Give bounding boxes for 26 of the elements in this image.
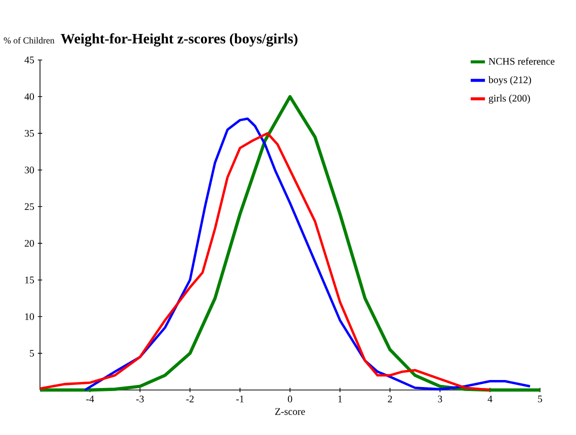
x-tick-label: -3 <box>136 396 144 402</box>
legend-label: boys (212) <box>488 76 532 86</box>
legend-label: NCHS reference <box>488 58 554 65</box>
y-tick-label: 20 <box>24 240 34 247</box>
y-tick-label: 45 <box>24 56 34 64</box>
x-tick-label: 5 <box>538 396 542 402</box>
line-series <box>84 117 532 392</box>
x-tick-label: -4 <box>86 396 94 402</box>
chart-title: Weight-for-Height z-scores (boys/girls) <box>60 33 298 47</box>
legend-label: girls (200) <box>488 94 530 104</box>
x-tick-label: -2 <box>186 396 194 402</box>
y-tick-label: 40 <box>24 93 34 100</box>
y-tick-label: 10 <box>25 313 34 320</box>
x-tick-label: 3 <box>438 396 442 402</box>
x-tick-label: -1 <box>236 396 244 402</box>
x-tick-label: 0 <box>288 396 292 402</box>
x-tick-label: 2 <box>388 396 392 402</box>
x-tick-label: 1 <box>338 396 342 402</box>
y-tick-label: 30 <box>24 166 34 174</box>
y-axis-title: % of Children <box>4 37 54 44</box>
y-tick-label: 15 <box>25 276 34 284</box>
y-tick-label: 5 <box>30 350 34 357</box>
y-tick-label: 25 <box>24 203 34 210</box>
y-tick-label: 35 <box>24 130 34 137</box>
x-tick-label: 4 <box>488 396 492 402</box>
x-axis-title: Z-score <box>275 408 305 415</box>
